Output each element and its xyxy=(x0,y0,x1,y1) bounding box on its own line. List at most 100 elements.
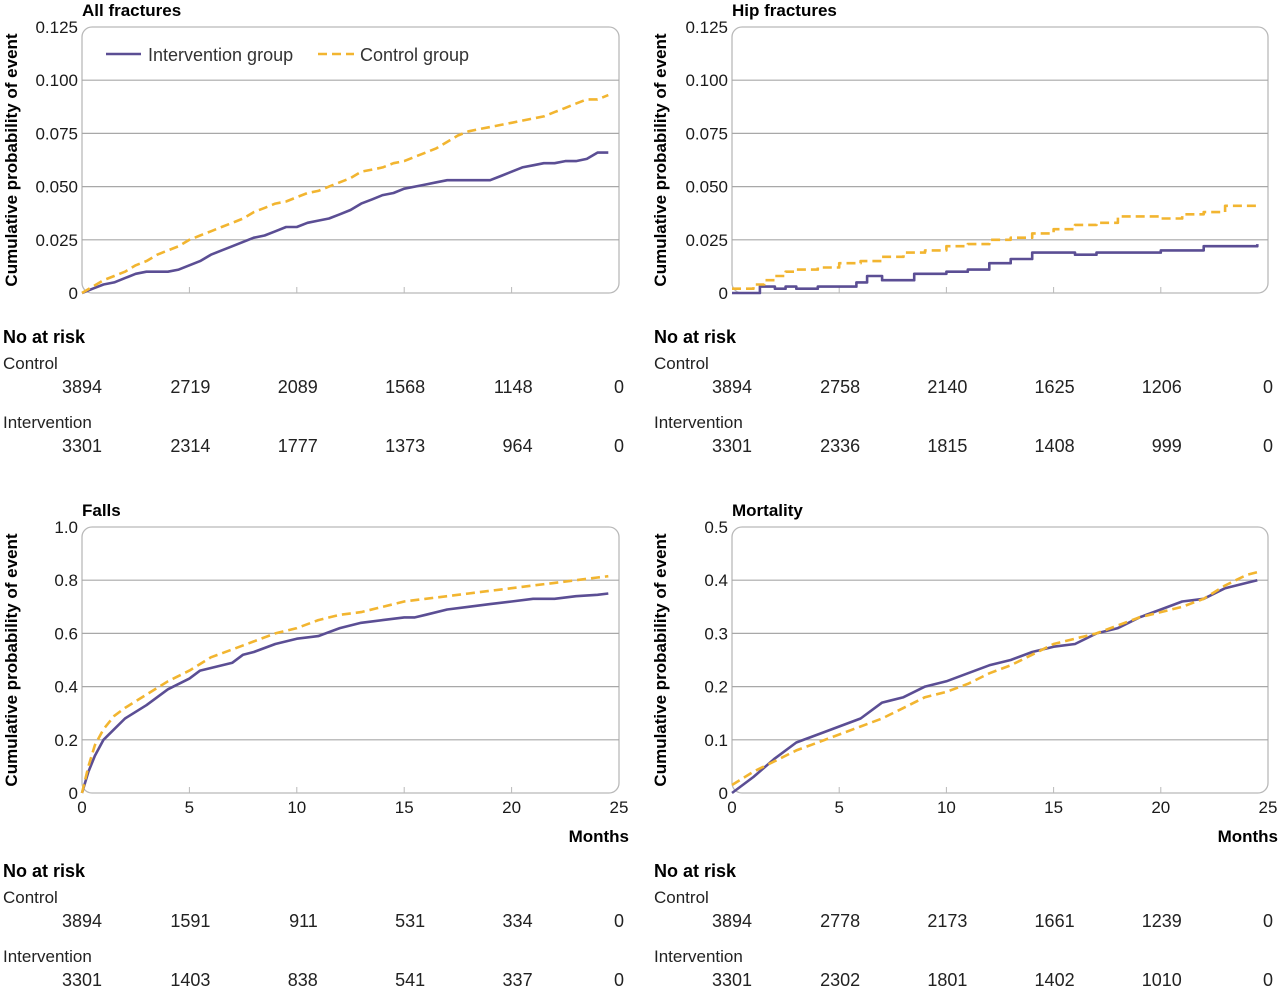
chart-title: Hip fractures xyxy=(732,1,837,20)
y-tick-label: 0.125 xyxy=(685,18,728,37)
risk-row-label: Intervention xyxy=(3,947,92,966)
y-tick-label: 0.4 xyxy=(54,678,78,697)
x-axis-label: Months xyxy=(1218,827,1278,846)
risk-value: 1801 xyxy=(927,970,967,990)
y-tick-label: 0.100 xyxy=(35,71,78,90)
y-tick-label: 1.0 xyxy=(54,518,78,537)
risk-value: 1373 xyxy=(385,436,425,456)
risk-value: 1010 xyxy=(1142,970,1182,990)
intervention-series-line xyxy=(732,244,1259,295)
y-tick-label: 0.125 xyxy=(35,18,78,37)
x-tick-label: 20 xyxy=(1151,798,1170,817)
risk-value: 2314 xyxy=(170,436,210,456)
chart-title: Falls xyxy=(82,501,121,520)
risk-value: 3301 xyxy=(62,436,102,456)
risk-value: 541 xyxy=(395,970,425,990)
x-tick-label: 15 xyxy=(1044,798,1063,817)
control-series-line xyxy=(731,570,1258,787)
x-tick-label: 15 xyxy=(395,798,414,817)
risk-value: 1239 xyxy=(1142,911,1182,931)
y-tick-label: 0.6 xyxy=(54,624,78,643)
y-axis-label: Cumulative probability of event xyxy=(2,33,21,286)
y-tick-label: 0.2 xyxy=(704,678,728,697)
risk-value: 0 xyxy=(1263,377,1273,397)
y-tick-label: 0.050 xyxy=(35,178,78,197)
risk-table-heading: No at risk xyxy=(654,327,737,347)
legend-intervention-label: Intervention group xyxy=(148,45,293,65)
risk-value: 0 xyxy=(1263,911,1273,931)
x-tick-label: 10 xyxy=(937,798,956,817)
intervention-series-line xyxy=(81,151,609,295)
risk-table-heading: No at risk xyxy=(3,327,86,347)
risk-value: 2173 xyxy=(927,911,967,931)
risk-value: 337 xyxy=(503,970,533,990)
y-axis-label: Cumulative probability of event xyxy=(651,533,670,786)
legend: Intervention group Control group xyxy=(106,45,469,65)
risk-value: 0 xyxy=(614,377,624,397)
risk-value: 2336 xyxy=(820,436,860,456)
x-axis-label: Months xyxy=(569,827,629,846)
risk-row-label: Control xyxy=(654,888,709,907)
risk-row-label: Control xyxy=(3,888,58,907)
risk-value: 0 xyxy=(1263,436,1273,456)
risk-row-label: Intervention xyxy=(3,413,92,432)
risk-value: 3894 xyxy=(712,377,752,397)
risk-value: 1206 xyxy=(1142,377,1182,397)
chart-title: Mortality xyxy=(732,501,803,520)
intervention-series-line xyxy=(80,592,609,794)
x-tick-label: 10 xyxy=(287,798,306,817)
y-tick-label: 0.050 xyxy=(685,178,728,197)
y-tick-label: 0.2 xyxy=(54,731,78,750)
plot-frame xyxy=(731,26,1269,294)
risk-row-label: Intervention xyxy=(654,947,743,966)
y-tick-label: 0 xyxy=(719,284,728,303)
risk-value: 838 xyxy=(288,970,318,990)
y-tick-label: 0.100 xyxy=(685,71,728,90)
risk-value: 1815 xyxy=(927,436,967,456)
y-tick-label: 0.3 xyxy=(704,624,728,643)
risk-value: 999 xyxy=(1152,436,1182,456)
chart-title: All fractures xyxy=(82,1,181,20)
y-tick-label: 0.4 xyxy=(704,571,728,590)
risk-value: 1403 xyxy=(170,970,210,990)
risk-value: 0 xyxy=(614,911,624,931)
risk-value: 3301 xyxy=(712,436,752,456)
control-series-line xyxy=(81,93,609,295)
x-tick-label: 25 xyxy=(610,798,629,817)
risk-value: 1408 xyxy=(1035,436,1075,456)
risk-table-heading: No at risk xyxy=(3,861,86,881)
risk-value: 3301 xyxy=(712,970,752,990)
risk-value: 2302 xyxy=(820,970,860,990)
risk-value: 0 xyxy=(614,436,624,456)
legend-control-label: Control group xyxy=(360,45,469,65)
y-tick-label: 0 xyxy=(69,784,78,803)
y-axis-label: Cumulative probability of event xyxy=(2,533,21,786)
y-tick-label: 0.025 xyxy=(35,231,78,250)
x-tick-label: 20 xyxy=(502,798,521,817)
y-tick-label: 0.1 xyxy=(704,731,728,750)
y-tick-label: 0.075 xyxy=(685,124,728,143)
control-series-line xyxy=(80,574,609,794)
plot-frame xyxy=(731,526,1269,794)
x-tick-label: 0 xyxy=(77,798,86,817)
risk-value: 1591 xyxy=(170,911,210,931)
risk-value: 334 xyxy=(503,911,533,931)
risk-value: 1661 xyxy=(1035,911,1075,931)
risk-value: 0 xyxy=(1263,970,1273,990)
y-tick-label: 0.025 xyxy=(685,231,728,250)
risk-table-heading: No at risk xyxy=(654,861,737,881)
panel-2: 0 0.2 0.4 0.6 0.8 1.0 0 5 10 15 20 25 Months Falls Cum… xyxy=(2,501,629,990)
y-tick-label: 0.075 xyxy=(35,124,78,143)
x-tick-label: 5 xyxy=(834,798,843,817)
risk-value: 1625 xyxy=(1035,377,1075,397)
risk-value: 531 xyxy=(395,911,425,931)
risk-value: 2089 xyxy=(278,377,318,397)
risk-row-label: Control xyxy=(3,354,58,373)
panel-3: 0 0.1 0.2 0.3 0.4 0.5 0 5 10 15 20 25 Months Mortalit… xyxy=(651,501,1278,990)
risk-value: 1777 xyxy=(278,436,318,456)
